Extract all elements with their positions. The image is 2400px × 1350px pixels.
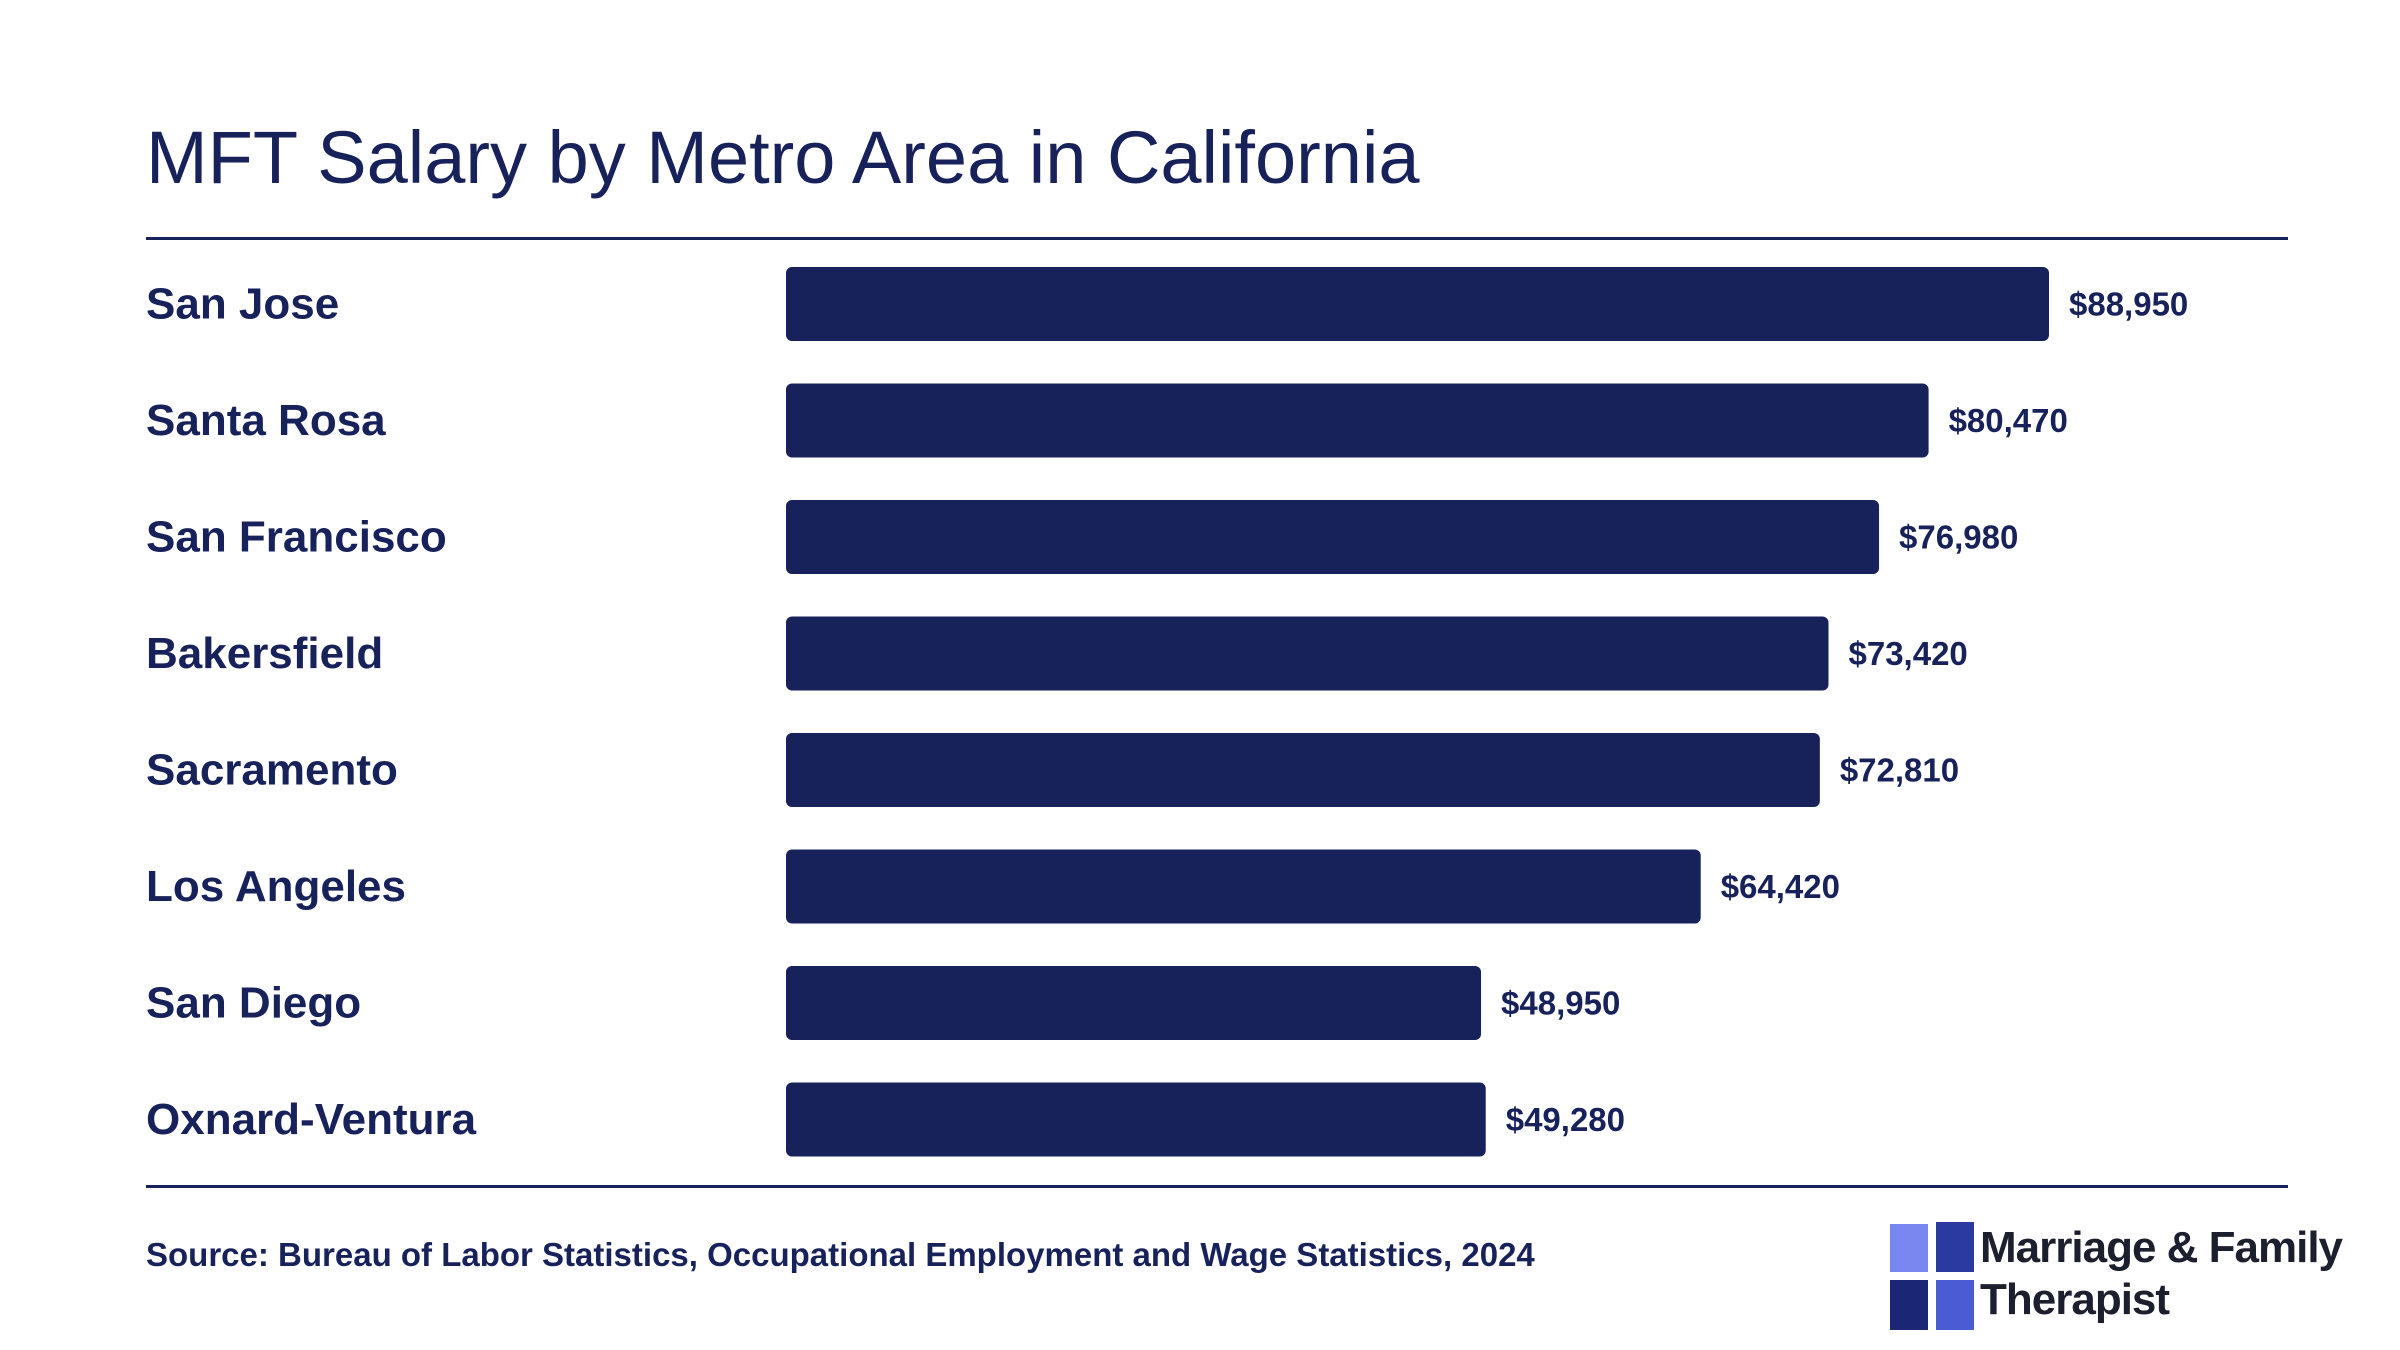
category-label: Sacramento	[146, 746, 398, 795]
bar	[786, 500, 1880, 574]
category-label: San Jose	[146, 280, 339, 329]
category-label: Santa Rosa	[146, 396, 386, 445]
top-divider	[146, 237, 2288, 240]
bar	[786, 849, 1701, 924]
category-label: Oxnard-Ventura	[146, 1095, 477, 1144]
category-label: San Diego	[146, 979, 361, 1028]
bar	[786, 267, 2049, 341]
bar	[786, 733, 1820, 807]
value-label: $72,810	[1840, 752, 1959, 789]
value-label: $48,950	[1501, 985, 1620, 1022]
bottom-divider	[146, 1185, 2288, 1188]
value-label: $73,420	[1848, 635, 1967, 672]
value-label: $80,470	[1949, 402, 2068, 439]
category-label: San Francisco	[146, 513, 447, 562]
logo-text-line2: Therapist	[1980, 1275, 2170, 1324]
bar	[786, 1082, 1486, 1157]
bar	[786, 966, 1482, 1040]
value-label: $64,420	[1721, 868, 1840, 905]
value-label: $49,280	[1506, 1101, 1625, 1138]
logo-text-line1: Marriage & Family	[1980, 1223, 2343, 1272]
source-note: Source: Bureau of Labor Statistics, Occu…	[146, 1236, 1535, 1273]
value-label: $76,980	[1899, 519, 2018, 556]
chart-title: MFT Salary by Metro Area in California	[146, 116, 1420, 199]
category-label: Bakersfield	[146, 629, 383, 678]
value-label: $88,950	[2069, 286, 2188, 323]
logo-mark-icon	[1890, 1222, 1974, 1330]
brand-logo: Marriage & Family Therapist	[1890, 1222, 2343, 1332]
bar	[786, 383, 1929, 458]
category-label: Los Angeles	[146, 862, 406, 911]
bar	[786, 616, 1829, 691]
